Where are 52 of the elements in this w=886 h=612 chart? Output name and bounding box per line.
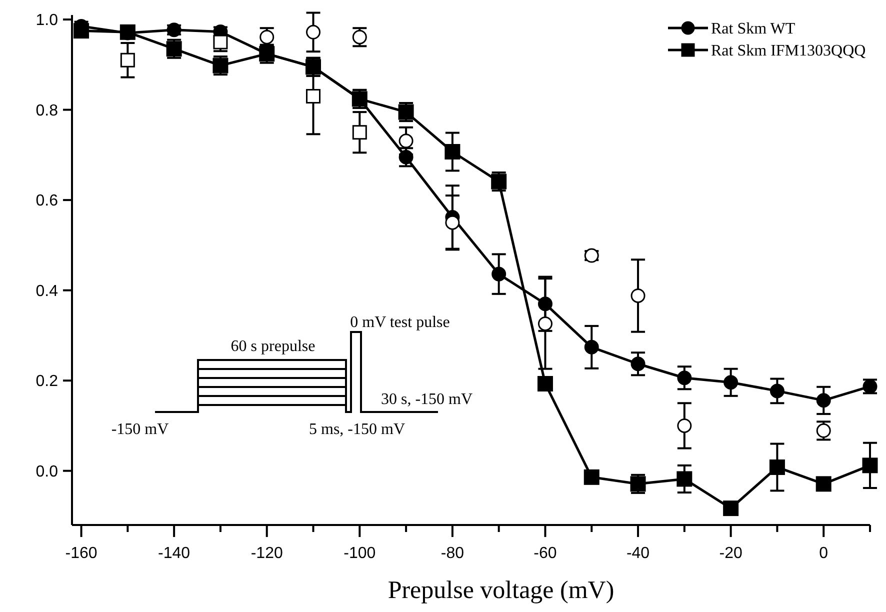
y-tick-label: 0.0 (36, 463, 58, 480)
point (630, 356, 646, 372)
annotation: 30 s, -150 mV (381, 391, 473, 408)
point (398, 134, 414, 148)
x-tick-label: 0 (819, 545, 828, 562)
point (862, 458, 878, 474)
y-tick-label: 1.0 (36, 12, 58, 30)
point (676, 471, 692, 487)
point (724, 375, 738, 390)
annotation: 60 s prepulse (230, 338, 316, 355)
point (584, 469, 600, 485)
point (352, 30, 367, 44)
point (816, 423, 831, 438)
point (630, 288, 646, 303)
point (306, 88, 321, 104)
y-tick-label: 0.6 (36, 192, 58, 210)
x-tick-label: -140 (158, 545, 190, 562)
point (677, 370, 692, 386)
y-tick-label: 0.8 (36, 102, 58, 120)
point (537, 376, 553, 392)
annotation: 5 ms, -150 mV (309, 421, 406, 438)
legend-label: Rat Skm WT (711, 20, 796, 38)
x-axis-title: Prepulse voltage (mV) (388, 577, 614, 604)
point (492, 266, 506, 282)
point (120, 24, 136, 40)
point (74, 23, 90, 39)
x-tick-label: -20 (719, 545, 742, 562)
point (584, 340, 599, 354)
point (538, 316, 552, 331)
point (213, 34, 228, 50)
x-tick-label: -60 (534, 545, 557, 562)
point (816, 393, 831, 408)
point (445, 215, 460, 230)
annotation: -150 mV (111, 421, 170, 438)
x-tick-label: -100 (344, 545, 376, 562)
point (352, 125, 367, 140)
point (444, 144, 460, 160)
x-tick-label: -120 (250, 545, 283, 562)
point (723, 500, 739, 516)
x-tick-label: -160 (65, 545, 98, 562)
legend-label: Rat Skm IFM1303QQQ (711, 42, 866, 60)
point (770, 384, 784, 398)
point (120, 52, 135, 68)
annotation: 0 mV test pulse (350, 314, 450, 331)
y-tick-label: 0.2 (36, 373, 58, 390)
point (677, 418, 692, 433)
point (769, 459, 785, 475)
x-tick-label: -80 (440, 545, 464, 562)
y-tick-label: 0.4 (36, 282, 58, 300)
x-tick-label: -40 (626, 545, 650, 562)
point (816, 476, 832, 492)
point (306, 24, 321, 40)
